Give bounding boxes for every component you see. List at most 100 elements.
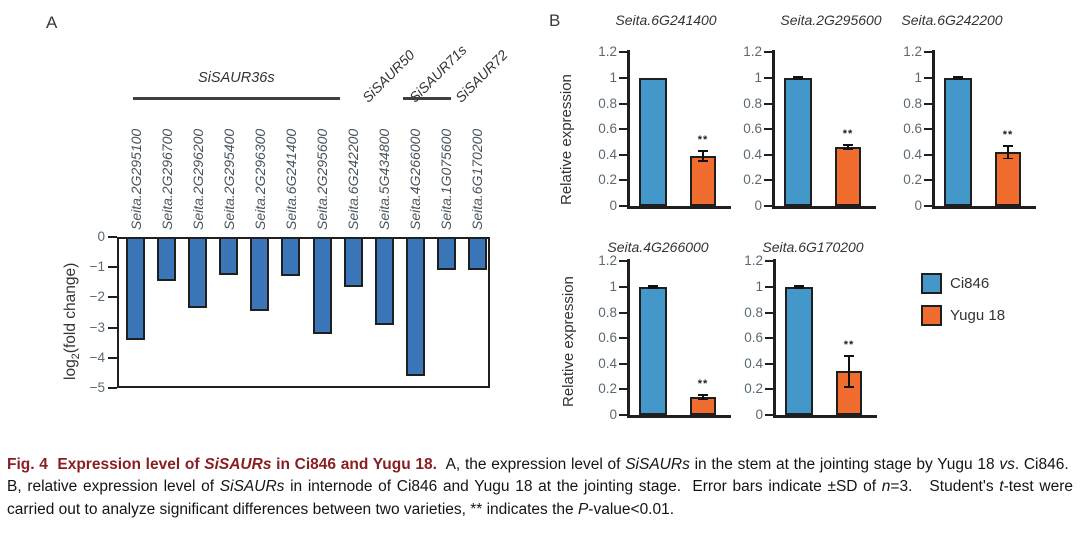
x-axis-line — [772, 206, 876, 209]
y-axis-line — [773, 259, 776, 417]
caption-segment: SiSAURs — [219, 478, 285, 496]
caption-segment: Fig. 4 Expression level of — [7, 456, 205, 473]
y-tick-mark — [619, 153, 627, 156]
y-tick-label: 0.2 — [598, 381, 617, 397]
y-tick-label: 1 — [914, 70, 922, 85]
y-axis-line — [627, 50, 630, 208]
x-axis-line — [773, 415, 877, 418]
y-tick-label: 0.4 — [903, 146, 922, 162]
y-tick-mark — [764, 128, 772, 131]
y-tick-label: −5 — [89, 380, 105, 395]
y-tick-label: 1.2 — [743, 44, 762, 60]
bar-yugu-18 — [835, 147, 861, 206]
y-tick-label: 0.6 — [903, 121, 922, 137]
y-tick-label: 0.4 — [598, 355, 617, 371]
y-tick-label: 0 — [914, 198, 922, 213]
y-axis-title: Relative expression — [560, 276, 577, 407]
error-cap — [794, 284, 804, 287]
y-tick-label: 0.2 — [744, 381, 763, 397]
y-tick-mark — [765, 414, 773, 416]
error-cap — [953, 75, 963, 78]
y-tick-mark — [619, 337, 627, 340]
error-bar — [702, 394, 704, 400]
error-cap — [844, 355, 854, 358]
bar-seita-2g296200 — [188, 239, 208, 308]
significance-marker: ** — [697, 133, 709, 146]
bar-ci846 — [944, 78, 972, 206]
error-cap — [953, 78, 963, 81]
error-bar — [957, 76, 959, 80]
legend-swatch-yugu-18 — [921, 305, 942, 326]
bar-seita-2g295400 — [219, 239, 239, 275]
subplot-title: Seita.2G295600 — [780, 12, 882, 28]
error-cap — [843, 144, 853, 147]
error-cap — [698, 393, 708, 396]
caption-segment: vs — [999, 456, 1015, 473]
y-tick-label: −3 — [89, 319, 105, 335]
y-tick-label: 0 — [609, 407, 617, 422]
plot-frame — [117, 237, 490, 388]
y-tick-label: 0.6 — [743, 121, 762, 137]
y-tick-label: 0.8 — [743, 95, 762, 111]
bar-yugu-18 — [690, 156, 716, 206]
group-label-sisaur36s: SiSAUR36s — [198, 70, 275, 86]
caption-segment: n — [881, 478, 891, 496]
y-tick-mark — [764, 51, 772, 54]
y-tick-label: 0.6 — [598, 330, 617, 346]
caption-segment: A, the expression level of — [436, 456, 626, 473]
significance-marker: ** — [843, 339, 855, 352]
bar-seita-5g434800 — [374, 239, 394, 325]
x-axis-line — [627, 206, 731, 209]
y-tick-mark — [108, 296, 117, 299]
y-tick-label: 1 — [609, 70, 617, 85]
y-tick-label: 1 — [609, 279, 617, 294]
bar-seita-2g296300 — [250, 239, 270, 311]
error-cap — [843, 148, 853, 150]
bar-seita-1g075600 — [436, 239, 456, 271]
y-tick-mark — [619, 77, 627, 79]
y-tick-mark — [924, 179, 932, 182]
y-tick-mark — [619, 51, 627, 54]
significance-marker: ** — [1002, 128, 1014, 141]
y-tick-mark — [108, 387, 117, 389]
y-tick-label: 0.8 — [598, 304, 617, 320]
y-tick-label: 0 — [609, 198, 617, 213]
y-tick-mark — [619, 414, 627, 416]
y-tick-mark — [619, 102, 627, 105]
y-tick-mark — [764, 102, 772, 105]
caption-segment: SiSAURs — [625, 456, 690, 473]
y-tick-label: 0.8 — [744, 304, 763, 320]
y-axis-title: Relative expression — [558, 74, 575, 205]
y-tick-mark — [924, 205, 932, 207]
error-bar — [847, 145, 849, 150]
caption-segment: =3. Student's — [890, 478, 1000, 496]
caption-segment: t — [999, 478, 1004, 496]
y-tick-mark — [108, 326, 117, 329]
caption-segment: SiSAURs — [204, 456, 272, 473]
caption-segment: in internode of Ci846 and Yugu 18 at the… — [284, 478, 882, 496]
error-bar — [702, 150, 704, 162]
y-tick-label: −1 — [89, 259, 105, 275]
y-tick-label: 0.4 — [598, 146, 617, 162]
legend-label: Ci846 — [950, 275, 990, 292]
bar-seita-6g170200 — [467, 239, 487, 271]
y-tick-mark — [619, 179, 627, 182]
y-tick-mark — [619, 311, 627, 314]
y-tick-mark — [764, 77, 772, 79]
y-tick-label: 0.6 — [598, 121, 617, 137]
y-tick-label: 0 — [755, 407, 763, 422]
y-tick-mark — [619, 286, 627, 288]
y-tick-mark — [764, 153, 772, 156]
legend-swatch-ci846 — [921, 273, 942, 294]
figure-caption: Fig. 4 Expression level of SiSAURs in Ci… — [7, 454, 1073, 521]
bar-ci846 — [639, 78, 667, 206]
error-bar — [652, 285, 654, 289]
error-cap — [793, 78, 803, 81]
y-tick-label: 1.2 — [744, 253, 763, 269]
subplot-title: Seita.6G241400 — [615, 12, 717, 28]
group-underline — [132, 97, 341, 100]
y-tick-label: 1 — [754, 70, 762, 85]
error-bar — [797, 76, 799, 80]
bar-seita-2g295100 — [126, 239, 146, 340]
